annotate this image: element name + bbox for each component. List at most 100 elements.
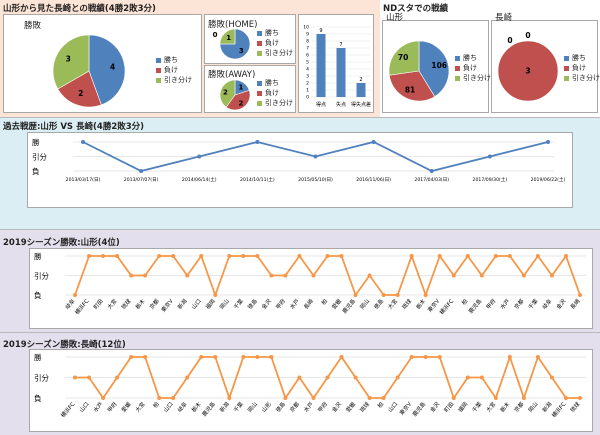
y-tick-label: 負 bbox=[34, 393, 42, 403]
x-tick-label: 柏 bbox=[460, 297, 470, 306]
x-tick-label: 鹿児島 bbox=[200, 400, 217, 418]
x-tick-label: 山口 bbox=[190, 297, 203, 311]
legend-lose: 負け bbox=[572, 64, 586, 72]
overall-pie-title: 勝敗 bbox=[24, 21, 42, 31]
data-point bbox=[339, 254, 344, 258]
x-tick-label: 得点 bbox=[316, 101, 326, 108]
data-point bbox=[451, 396, 456, 400]
data-point bbox=[395, 293, 400, 297]
data-point bbox=[487, 154, 492, 159]
data-point bbox=[563, 254, 568, 258]
x-tick-label: 琉球 bbox=[119, 297, 133, 311]
data-point bbox=[535, 355, 540, 359]
pie-data-label: 3 bbox=[66, 55, 71, 64]
data-point bbox=[465, 254, 470, 258]
data-point bbox=[199, 355, 204, 359]
x-tick-label: 東京V bbox=[159, 297, 175, 314]
data-point bbox=[465, 375, 470, 380]
data-point bbox=[521, 396, 526, 400]
x-tick-label: 京都 bbox=[288, 400, 302, 414]
data-point bbox=[73, 375, 77, 380]
x-tick-label: 長崎 bbox=[568, 297, 582, 311]
legend-draw: 引き分け bbox=[164, 76, 192, 84]
data-point bbox=[493, 254, 498, 258]
x-tick-label: 2014/10/11(土) bbox=[240, 176, 275, 183]
data-point bbox=[227, 254, 232, 258]
data-point bbox=[339, 355, 344, 359]
data-point bbox=[479, 273, 484, 278]
x-tick-label: 新潟 bbox=[218, 400, 232, 414]
nagasaki-pie-title: 長崎 bbox=[495, 13, 513, 23]
data-point bbox=[521, 273, 526, 278]
yamagata-pie-title: 山形 bbox=[386, 13, 404, 23]
x-tick-label: 新潟 bbox=[540, 400, 554, 414]
data-point bbox=[129, 355, 134, 359]
panel-goals-bar: 0 1 2 3 4 5 6 7 8 9 10 9 得点 7 失点 2 得失点差 bbox=[298, 14, 374, 113]
section-yamagata-season: 2019シーズン勝敗:山形(4位) 負引分勝岐阜 横浜FC 町田 大宮 琉球 栃木 京都 東京… bbox=[0, 229, 600, 332]
x-tick-label: 琉球 bbox=[568, 400, 582, 414]
x-tick-label: 2013/07/07(日) bbox=[124, 177, 159, 183]
data-point bbox=[493, 396, 498, 400]
history-line-chart: 負 引分 勝 2013/03/17(日) 2013/07/07(日) 2014/06/14… bbox=[32, 137, 566, 183]
bar-data-label: 9 bbox=[319, 28, 322, 34]
x-tick-label: 大宮 bbox=[105, 297, 119, 311]
x-tick-label: 大宮 bbox=[386, 297, 400, 311]
x-tick-label: 徳島 bbox=[246, 297, 260, 311]
data-point bbox=[157, 396, 162, 400]
pie-slice bbox=[388, 70, 436, 102]
bar-data-label: 2 bbox=[359, 77, 362, 83]
x-tick-label: 徳島 bbox=[274, 400, 288, 414]
data-point bbox=[115, 254, 120, 258]
x-tick-label: 愛媛 bbox=[119, 400, 133, 414]
data-point bbox=[87, 375, 92, 380]
x-tick-label: 愛媛 bbox=[344, 400, 358, 414]
x-tick-label: 2014/06/14(土) bbox=[182, 176, 217, 183]
legend-lose: 負け bbox=[265, 89, 279, 97]
data-point bbox=[255, 355, 260, 359]
data-point bbox=[255, 140, 260, 144]
x-tick-label: 鹿児島 bbox=[340, 297, 357, 315]
home-pie-title: 勝敗(HOME) bbox=[208, 20, 258, 30]
x-tick-label: 岐阜 bbox=[63, 297, 77, 311]
data-point bbox=[367, 396, 372, 400]
pie-data-label: 3 bbox=[239, 47, 244, 55]
panel-overall-pie: 勝敗 4 2 3 勝ち 負け 引き分け bbox=[3, 14, 202, 113]
y-tick-label: 負 bbox=[34, 290, 42, 300]
legend-lose: 負け bbox=[164, 66, 178, 74]
away-pie-chart: 1 2 2 bbox=[219, 79, 251, 111]
nd-stadium-area: NDスタでの戦績 山形 106 81 70 勝ち 負け 引き分け 長崎 3 0 0 勝ち… bbox=[380, 0, 600, 117]
x-tick-label: 2013/03/17(日) bbox=[66, 177, 101, 183]
x-tick-label: 岐阜 bbox=[176, 400, 190, 414]
data-point bbox=[185, 375, 190, 380]
x-tick-label: 山口 bbox=[386, 400, 399, 414]
data-point bbox=[507, 355, 512, 359]
nagasaki-pie-legend: 勝ち 負け 引き分け bbox=[564, 53, 600, 83]
legend-win: 勝ち bbox=[572, 54, 586, 62]
panel-yamagata-season-line: 負引分勝岐阜 横浜FC 町田 大宮 琉球 栃木 京都 東京V 新潟 山口 福岡 岡山 千葉 徳島 金沢 甲府水… bbox=[29, 248, 593, 329]
data-point bbox=[563, 396, 568, 400]
legend-win: 勝ち bbox=[265, 29, 279, 37]
data-point bbox=[429, 169, 434, 173]
data-point bbox=[129, 273, 134, 278]
pie-data-label: 0 bbox=[507, 36, 512, 45]
x-tick-label: 金沢 bbox=[330, 400, 344, 414]
x-tick-label: 岡山 bbox=[218, 297, 231, 311]
legend-lose: 負け bbox=[463, 64, 477, 72]
pie-slice bbox=[225, 89, 251, 111]
x-tick-label: 山口 bbox=[162, 400, 175, 414]
x-tick-label: 京都 bbox=[147, 297, 161, 311]
x-tick-label: 岡山 bbox=[358, 297, 371, 311]
y-tick-label: 勝 bbox=[32, 137, 40, 147]
data-point bbox=[297, 254, 302, 258]
data-point bbox=[353, 375, 358, 380]
x-tick-label: 岐阜 bbox=[540, 297, 554, 311]
home-pie-legend: 勝ち 負け 引き分け bbox=[257, 28, 293, 58]
nagasaki-season-line-chart: 負引分勝横浜FC 山口 水戸 甲府 愛媛 大宮柏山口 岐阜 栃木鹿児島 新潟 千葉 岡山 山形 徳島 京都… bbox=[34, 352, 586, 419]
data-point bbox=[139, 169, 144, 173]
yamagata-season-line-chart: 負引分勝岐阜横浜FC 町田 大宮 琉球 栃木 京都 東京V 新潟 山口 福岡 岡山 千葉 徳島 金沢 甲府水… bbox=[34, 251, 586, 316]
x-tick-label: 鹿児島 bbox=[410, 400, 427, 418]
x-tick-label: 2017/09/30(土) bbox=[473, 176, 508, 183]
